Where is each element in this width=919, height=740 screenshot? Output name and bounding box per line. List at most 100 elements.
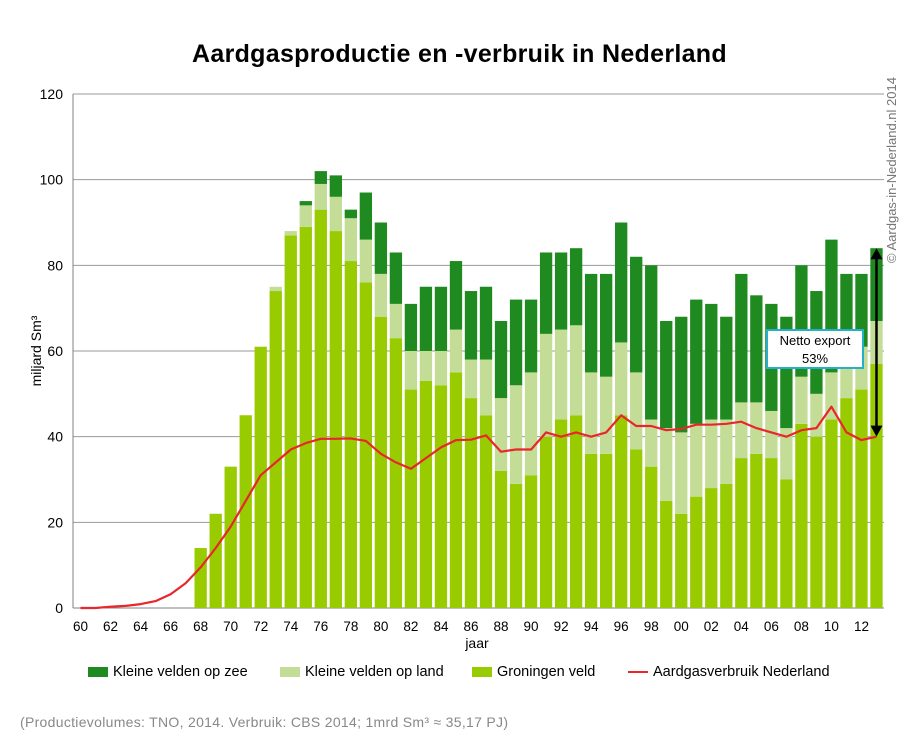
bar-segment: [554, 252, 568, 330]
bar-segment: [765, 458, 778, 608]
bar-segment: [419, 351, 433, 381]
bar-segment: [494, 321, 508, 399]
bar-segment: [599, 453, 613, 608]
bar-segment: [569, 325, 583, 416]
consumption-line-layer: [80, 405, 877, 610]
bar-segment: [269, 286, 282, 292]
legend-swatch: [280, 667, 300, 677]
bar-segment: [539, 333, 553, 437]
legend-swatch: [472, 667, 492, 677]
bar-segment: [780, 479, 793, 608]
bar-segment: [705, 488, 718, 608]
bar-segment: [524, 299, 538, 373]
bar-segment: [660, 500, 673, 608]
bar-segment: [630, 372, 643, 450]
export-arrow-head-bottom: [870, 425, 883, 437]
bar-segment: [284, 231, 297, 236]
x-tick-label: 62: [103, 619, 118, 634]
bar-segment: [599, 273, 613, 377]
bar-segment: [750, 453, 763, 608]
bar-segment: [359, 239, 373, 283]
bar-segment: [615, 342, 628, 416]
x-tick-label: 80: [373, 619, 388, 634]
bar-segment: [494, 398, 508, 471]
x-tick-label: 78: [343, 619, 358, 634]
bar-segment: [434, 351, 448, 386]
bar-segment: [645, 265, 658, 420]
bar-segment: [509, 385, 523, 484]
bar-segment: [344, 218, 358, 262]
legend-label: Kleine velden op land: [305, 664, 444, 680]
x-tick-label: 74: [283, 619, 299, 634]
x-tick-label: 06: [764, 619, 779, 634]
bar-segment: [389, 303, 403, 339]
x-tick-label: 90: [524, 619, 539, 634]
bar-segment: [479, 359, 493, 416]
netto-export-callout: Netto export 53%: [766, 329, 864, 369]
x-tick-label: 72: [253, 619, 268, 634]
y-tick-label: 40: [47, 429, 63, 445]
bar-segment: [314, 183, 327, 210]
x-tick-label: 84: [433, 619, 449, 634]
legend-label: Aardgasverbruik Nederland: [653, 664, 830, 680]
legend-item: Groningen veld: [472, 664, 595, 680]
x-tick-label: 64: [133, 619, 149, 634]
legend-label: Kleine velden op zee: [113, 664, 248, 680]
x-tick-label: 70: [223, 619, 238, 634]
bar-segment: [825, 419, 838, 608]
export-arrow-head-top: [870, 248, 883, 260]
bar-segment: [810, 436, 823, 608]
bar-segment: [599, 376, 613, 454]
legend-item: Kleine velden op land: [280, 664, 444, 680]
bar-segment: [329, 175, 342, 197]
y-tick-label: 20: [47, 514, 63, 530]
bar-segment: [449, 372, 463, 608]
bar-segment: [735, 458, 748, 608]
bar-segment: [404, 389, 418, 608]
bar-segment: [479, 286, 493, 360]
consumption-line: [80, 405, 877, 610]
bar-segment: [374, 316, 388, 608]
bar-segment: [870, 363, 883, 608]
bar-segment: [855, 389, 868, 608]
x-tick-label: 94: [584, 619, 600, 634]
bar-segment: [509, 483, 523, 608]
bar-segment: [795, 423, 808, 608]
bar-segment: [720, 316, 733, 420]
bar-segment: [584, 273, 598, 373]
bar-segment: [660, 321, 673, 429]
x-tick-label: 76: [313, 619, 328, 634]
bar-segment: [554, 329, 568, 420]
bar-segment: [404, 303, 418, 351]
x-tick-label: 08: [794, 619, 809, 634]
bar-segment: [389, 338, 403, 608]
bar-segment: [269, 291, 282, 608]
bars: [194, 171, 883, 609]
bar-segment: [449, 261, 463, 330]
bar-segment: [810, 393, 823, 437]
x-tick-label: 98: [644, 619, 659, 634]
x-tick-label: 66: [163, 619, 178, 634]
bar-segment: [464, 291, 478, 360]
bar-segment: [299, 226, 312, 609]
bar-segment: [615, 415, 628, 608]
y-tick-label: 80: [47, 257, 63, 273]
bar-segment: [645, 419, 658, 467]
x-tick-label: 96: [614, 619, 629, 634]
x-tick-label: 10: [824, 619, 839, 634]
bar-segment: [449, 329, 463, 373]
bar-segment: [239, 415, 252, 608]
bar-segment: [690, 423, 703, 497]
bar-segment: [720, 419, 733, 484]
y-tick-label: 100: [40, 172, 64, 188]
x-tick-label: 02: [704, 619, 719, 634]
x-axis-label: jaar: [464, 635, 489, 651]
bar-segment: [554, 419, 568, 608]
bar-segment: [720, 483, 733, 608]
legend-swatch: [628, 671, 648, 673]
bar-segment: [509, 299, 523, 386]
legend-swatch: [88, 667, 108, 677]
bar-segment: [209, 513, 222, 608]
bar-segment: [584, 372, 598, 454]
